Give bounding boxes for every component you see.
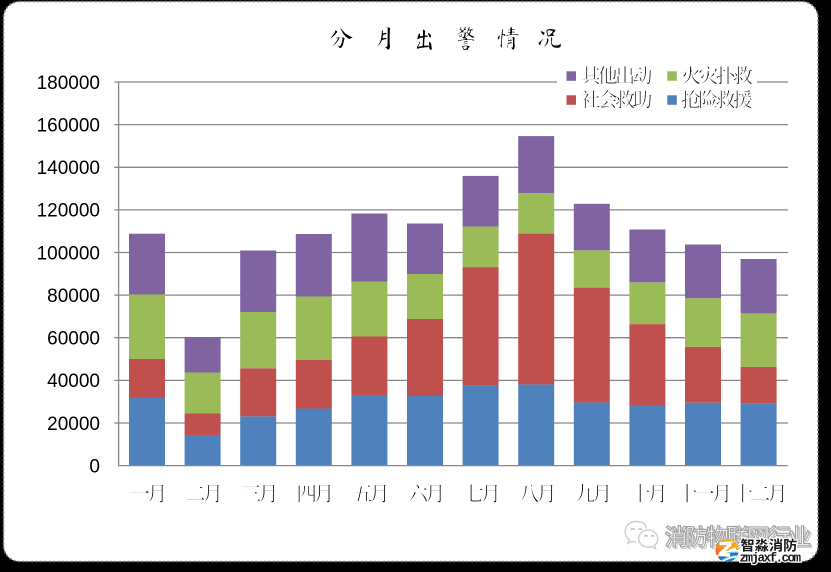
svg-text:0: 0 [89,456,100,477]
svg-text:20000: 20000 [47,414,100,435]
svg-text:160000: 160000 [37,115,100,136]
svg-text:100000: 100000 [37,243,100,264]
svg-text:40000: 40000 [47,371,100,392]
svg-text:140000: 140000 [37,158,100,179]
svg-text:80000: 80000 [47,286,100,307]
svg-text:60000: 60000 [47,329,100,350]
svg-text:180000: 180000 [37,73,100,94]
svg-text:zmjaxf.com: zmjaxf.com [740,551,802,565]
svg-text:120000: 120000 [37,201,100,222]
svg-text:zmjaxf.com: zmjaxf.com [740,551,802,565]
